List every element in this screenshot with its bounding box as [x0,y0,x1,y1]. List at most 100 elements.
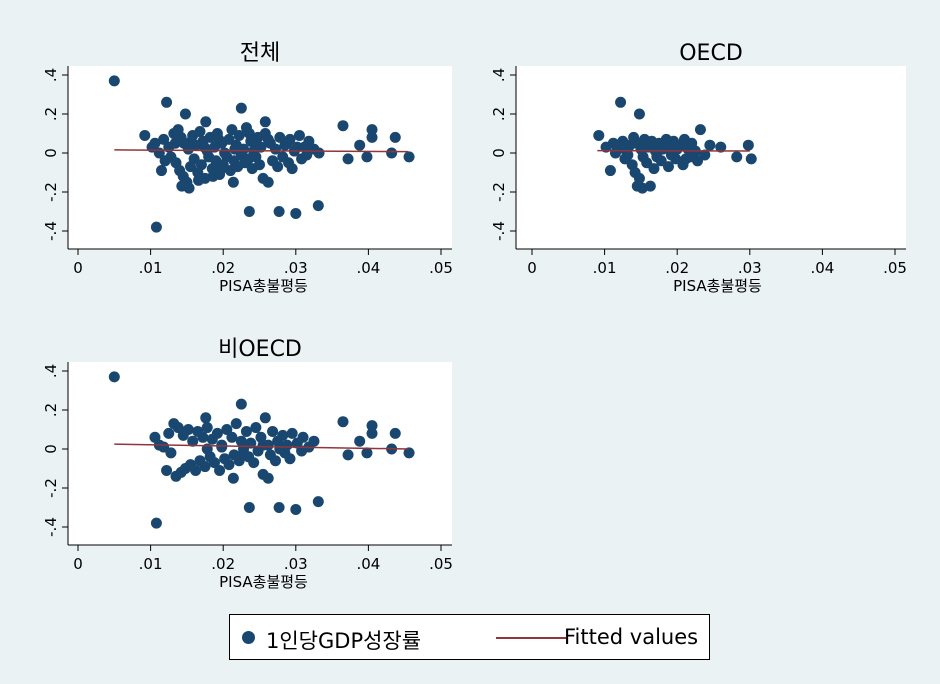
data-point [267,425,279,437]
data-point [159,155,171,167]
x-tick-label: .01 [593,259,617,277]
fitted-line [114,443,409,450]
data-point [296,445,308,457]
data-point [648,163,660,175]
data-point [201,422,213,434]
y-tick-label: -.2 [42,478,60,498]
data-point [604,165,616,177]
data-point [389,427,401,439]
data-point [183,182,195,194]
data-point [403,447,415,459]
data-point [195,159,207,171]
data-point [229,143,241,155]
data-point [274,443,286,455]
data-point [250,422,262,434]
data-point [633,172,645,184]
y-tick-label: .4 [42,364,60,378]
panel-3: 비OECD 0 .01 .02 .03 .04 .05 PISA총불평등 -.4 -.2 0 .2 .4 [42,337,453,591]
data-point [354,139,366,151]
x-tick-label: .01 [139,555,163,573]
data-point [651,151,663,163]
x-tick-label: .05 [429,555,453,573]
data-point [221,424,233,435]
data-point [361,447,373,459]
plot-area [516,66,906,249]
x-tick-label: 0 [527,259,537,277]
x-tick-label: .05 [883,259,907,277]
data-point [214,464,226,476]
data-point [161,464,173,476]
data-point [342,153,354,165]
data-point [235,102,247,114]
data-point [227,176,239,188]
data-point [337,416,349,428]
data-point [179,108,191,120]
data-point [277,429,289,441]
data-point [259,412,271,424]
panel-1: 전체 0 .01 .02 .03 .04 .05 PISA총불평등 -.4 -.2 0 .2 .4 [42,41,453,295]
data-point [290,207,302,219]
data-point [213,133,225,145]
data-point [403,151,415,163]
data-point [200,116,212,128]
fitted-line [114,149,409,153]
data-point [637,151,649,163]
data-point [665,149,677,161]
data-point [284,453,296,465]
x-tick-label: .01 [139,259,163,277]
y-tick-label: .2 [490,107,508,121]
y-tick-label: -.4 [490,221,508,241]
data-point [172,422,184,434]
data-point [214,165,226,177]
data-point [150,221,162,233]
y-tick-label: .4 [490,68,508,82]
legend-line-swatch [496,637,566,639]
data-point [366,131,378,143]
data-point [342,449,354,461]
data-point [243,502,255,513]
data-point [194,126,206,138]
x-tick-label: 0 [73,259,83,277]
data-point [257,439,269,451]
data-point [262,133,274,145]
x-tick-label: .02 [665,259,689,277]
data-point [361,151,373,163]
y-tick-label: -.2 [42,182,60,202]
data-point [680,153,692,165]
data-point [366,124,378,136]
data-point [185,135,197,147]
data-point [200,412,212,424]
panel-2: OECD 0 .01 .02 .03 .04 .05 PISA총불평등 -.4 -.2 0 .2 .4 [490,41,907,295]
data-point [199,461,211,473]
data-point [272,161,284,173]
data-point [609,147,621,159]
data-point [169,137,181,149]
data-point [165,447,177,459]
data-point [227,472,239,484]
panel-title: 비OECD [218,337,302,362]
data-point [259,116,271,128]
data-point [291,141,303,153]
data-point [273,502,285,513]
data-point [197,431,209,443]
data-point [243,128,255,139]
data-point [248,457,260,469]
data-point [269,455,281,467]
data-point [662,161,674,173]
y-tick-label: -.4 [42,221,60,241]
data-point [731,151,743,163]
data-point [230,418,242,430]
data-point [301,149,313,161]
data-point [108,75,120,87]
x-tick-label: .02 [211,555,235,573]
data-point [238,443,250,455]
data-point [223,459,235,471]
data-point [694,124,706,136]
data-point [704,139,716,151]
data-point [622,149,634,161]
data-point [386,147,398,159]
data-point [303,135,315,147]
y-tick-label: 0 [42,148,60,158]
